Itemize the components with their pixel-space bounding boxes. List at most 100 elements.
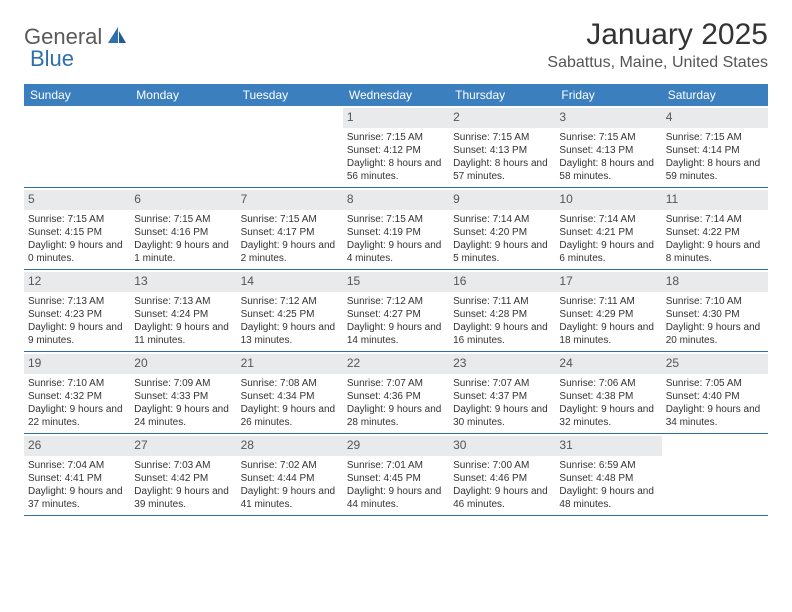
day-cell: 3Sunrise: 7:15 AMSunset: 4:13 PMDaylight… [555, 106, 661, 188]
daylight-text: Daylight: 8 hours and 59 minutes. [666, 157, 764, 183]
day-cell: 2Sunrise: 7:15 AMSunset: 4:13 PMDaylight… [449, 106, 555, 188]
sunset-text: Sunset: 4:12 PM [347, 144, 445, 157]
title-block: January 2025 Sabattus, Maine, United Sta… [547, 18, 768, 72]
calendar-header-row: SundayMondayTuesdayWednesdayThursdayFrid… [24, 84, 768, 106]
sunset-text: Sunset: 4:46 PM [453, 472, 551, 485]
day-cell: 4Sunrise: 7:15 AMSunset: 4:14 PMDaylight… [662, 106, 768, 188]
sunset-text: Sunset: 4:25 PM [241, 308, 339, 321]
daylight-text: Daylight: 9 hours and 41 minutes. [241, 485, 339, 511]
day-number: 26 [24, 436, 130, 456]
sunrise-text: Sunrise: 7:15 AM [134, 213, 232, 226]
sunrise-text: Sunrise: 7:08 AM [241, 377, 339, 390]
day-number: 22 [343, 354, 449, 374]
day-cell: . [662, 434, 768, 516]
day-cell: 18Sunrise: 7:10 AMSunset: 4:30 PMDayligh… [662, 270, 768, 352]
sunrise-text: Sunrise: 7:14 AM [666, 213, 764, 226]
day-cell: 21Sunrise: 7:08 AMSunset: 4:34 PMDayligh… [237, 352, 343, 434]
day-cell: 22Sunrise: 7:07 AMSunset: 4:36 PMDayligh… [343, 352, 449, 434]
sunset-text: Sunset: 4:28 PM [453, 308, 551, 321]
sunrise-text: Sunrise: 7:14 AM [559, 213, 657, 226]
logo-sail-icon [106, 25, 128, 50]
daylight-text: Daylight: 9 hours and 28 minutes. [347, 403, 445, 429]
day-number: 13 [130, 272, 236, 292]
day-number: 5 [24, 190, 130, 210]
day-number: 8 [343, 190, 449, 210]
day-number: 4 [662, 108, 768, 128]
logo-blue-text: Blue [30, 46, 74, 72]
weeks-container: ...1Sunrise: 7:15 AMSunset: 4:12 PMDayli… [24, 106, 768, 516]
daylight-text: Daylight: 9 hours and 13 minutes. [241, 321, 339, 347]
sunset-text: Sunset: 4:16 PM [134, 226, 232, 239]
header: General January 2025 Sabattus, Maine, Un… [24, 18, 768, 72]
day-cell: 26 Sunrise: 7:04 AMSunset: 4:41 PMDayligh… [24, 434, 130, 516]
daylight-text: Daylight: 9 hours and 37 minutes. [28, 485, 126, 511]
day-number: 15 [343, 272, 449, 292]
day-cell: 24Sunrise: 7:06 AMSunset: 4:38 PMDayligh… [555, 352, 661, 434]
sunrise-text: Sunrise: 7:11 AM [559, 295, 657, 308]
day-cell: 17Sunrise: 7:11 AMSunset: 4:29 PMDayligh… [555, 270, 661, 352]
day-number: 10 [555, 190, 661, 210]
sunset-text: Sunset: 4:32 PM [28, 390, 126, 403]
week-row: 5 Sunrise: 7:15 AM Sunset: 4:15 PM Daylight… [24, 188, 768, 270]
sunset-text: Sunset: 4:20 PM [453, 226, 551, 239]
sunrise-text: Sunrise: 7:02 AM [241, 459, 339, 472]
day-number: 6 [130, 190, 236, 210]
sunrise-text: Sunrise: 7:11 AM [453, 295, 551, 308]
daylight-text: Daylight: 9 hours and 18 minutes. [559, 321, 657, 347]
day-cell: 28Sunrise: 7:02 AMSunset: 4:44 PMDayligh… [237, 434, 343, 516]
day-cell: . [130, 106, 236, 188]
day-header: Saturday [662, 84, 768, 106]
day-number: 16 [449, 272, 555, 292]
sunset-text: Sunset: 4:37 PM [453, 390, 551, 403]
sunrise-text: Sunrise: 6:59 AM [559, 459, 657, 472]
sunrise-text: Sunrise: 7:05 AM [666, 377, 764, 390]
sunrise-text: Sunrise: 7:00 AM [453, 459, 551, 472]
day-number: 11 [662, 190, 768, 210]
day-cell: 14 Sunrise: 7:12 AMSunset: 4:25 PMDayligh… [237, 270, 343, 352]
day-header: Wednesday [343, 84, 449, 106]
daylight-text: Daylight: 9 hours and 5 minutes. [453, 239, 551, 265]
sunset-text: Sunset: 4:41 PM [28, 472, 126, 485]
sunset-text: Sunset: 4:48 PM [559, 472, 657, 485]
daylight-text: Daylight: 9 hours and 16 minutes. [453, 321, 551, 347]
daylight-text: Daylight: 9 hours and 6 minutes. [559, 239, 657, 265]
sunrise-text: Sunrise: 7:15 AM [347, 213, 445, 226]
sunrise-text: Sunrise: 7:12 AM [241, 295, 339, 308]
daylight-text: Daylight: 9 hours and 30 minutes. [453, 403, 551, 429]
day-cell: 10 Sunrise: 7:14 AMSunset: 4:21 PMDayligh… [555, 188, 661, 270]
sunrise-text: Sunrise: 7:04 AM [28, 459, 126, 472]
sunset-text: Sunset: 4:23 PM [28, 308, 126, 321]
daylight-text: Daylight: 9 hours and 20 minutes. [666, 321, 764, 347]
day-number: 21 [237, 354, 343, 374]
sunrise-text: Sunrise: 7:12 AM [347, 295, 445, 308]
day-number: 9 [449, 190, 555, 210]
sunrise-text: Sunrise: 7:01 AM [347, 459, 445, 472]
logo-text-blue: Blue [30, 46, 74, 71]
day-number: 18 [662, 272, 768, 292]
sunrise-text: Sunrise: 7:03 AM [134, 459, 232, 472]
day-number: 20 [130, 354, 236, 374]
sunrise-text: Sunrise: 7:15 AM [453, 131, 551, 144]
daylight-text: Daylight: 9 hours and 34 minutes. [666, 403, 764, 429]
day-number: 14 [237, 272, 343, 292]
daylight-text: Daylight: 8 hours and 56 minutes. [347, 157, 445, 183]
sunset-text: Sunset: 4:36 PM [347, 390, 445, 403]
sunset-text: Sunset: 4:34 PM [241, 390, 339, 403]
sunset-text: Sunset: 4:22 PM [666, 226, 764, 239]
sunset-text: Sunset: 4:38 PM [559, 390, 657, 403]
day-header: Thursday [449, 84, 555, 106]
sunset-text: Sunset: 4:15 PM [28, 226, 126, 239]
sunset-text: Sunset: 4:21 PM [559, 226, 657, 239]
sunset-text: Sunset: 4:17 PM [241, 226, 339, 239]
sunset-text: Sunset: 4:44 PM [241, 472, 339, 485]
day-number: 31 [555, 436, 661, 456]
sunrise-text: Sunrise: 7:13 AM [134, 295, 232, 308]
day-cell: 11Sunrise: 7:14 AMSunset: 4:22 PMDayligh… [662, 188, 768, 270]
day-cell: 9Sunrise: 7:14 AMSunset: 4:20 PMDaylight… [449, 188, 555, 270]
day-cell: 16 Sunrise: 7:11 AMSunset: 4:28 PMDayligh… [449, 270, 555, 352]
sunset-text: Sunset: 4:13 PM [453, 144, 551, 157]
day-cell: . [24, 106, 130, 188]
sunrise-text: Sunrise: 7:15 AM [241, 213, 339, 226]
daylight-text: Daylight: 9 hours and 2 minutes. [241, 239, 339, 265]
sunrise-text: Sunrise: 7:13 AM [28, 295, 126, 308]
